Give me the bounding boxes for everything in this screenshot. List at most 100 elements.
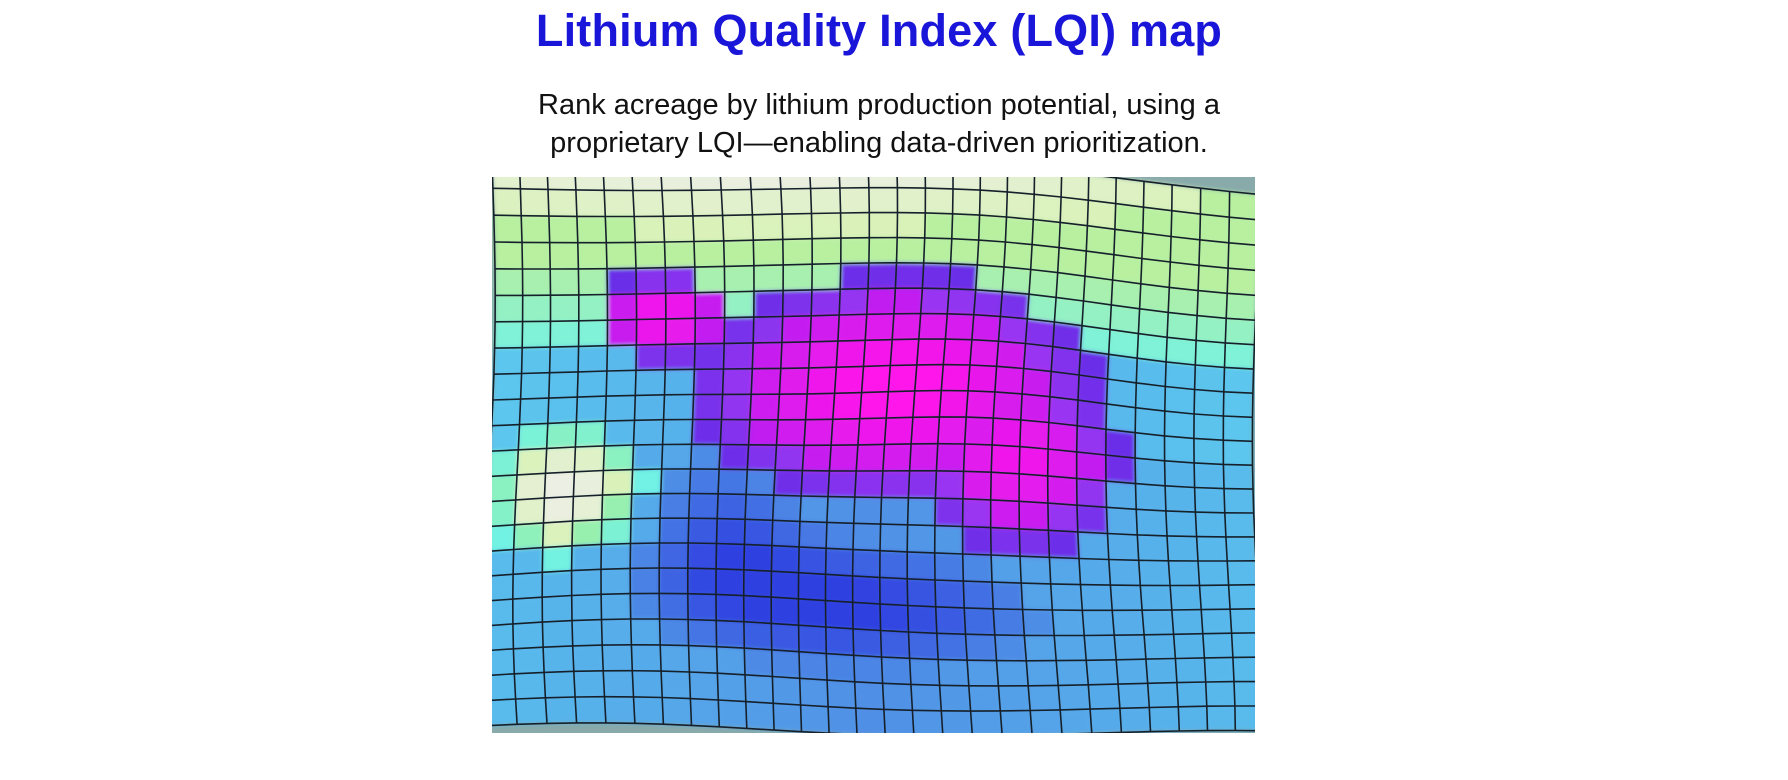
lqi-grid-cell (1079, 558, 1111, 586)
lqi-grid-cell (692, 215, 724, 242)
lqi-grid-cell (800, 705, 830, 733)
lqi-grid-cell (1135, 432, 1165, 461)
lqi-grid-cell (722, 368, 753, 395)
lqi-grid-cell (522, 321, 551, 348)
lqi-grid-cell (572, 619, 603, 646)
lqi-grid-column-line (1018, 177, 1036, 733)
lqi-grid-cell (951, 213, 980, 241)
lqi-grid-cell (1049, 371, 1080, 401)
lqi-grid-cell (881, 657, 911, 685)
lqi-grid-cell (798, 625, 827, 654)
lqi-grid-cell (1030, 244, 1060, 273)
lqi-grid-cell (1140, 258, 1171, 288)
lqi-grid-cell (494, 242, 523, 269)
lqi-grid-cell (716, 646, 745, 675)
lqi-grid-cell (661, 177, 692, 191)
lqi-grid-cell (895, 262, 924, 289)
lqi-grid-cell (753, 290, 784, 318)
lqi-grid-row-line (493, 363, 1253, 394)
lqi-grid-cell (574, 445, 605, 472)
lqi-grid-cell (962, 498, 991, 528)
lqi-grid-cell (1230, 608, 1255, 634)
lqi-grid-cell (1028, 685, 1061, 711)
lqi-grid-row-line (492, 722, 1255, 733)
lqi-grid-cell (1005, 217, 1034, 245)
lqi-grid-cell (689, 468, 720, 494)
lqi-grid-cell (691, 419, 722, 445)
lqi-grid-cell (634, 394, 665, 421)
lqi-grid-cell (1106, 403, 1136, 433)
lqi-grid-cell (716, 518, 746, 545)
lqi-grid-cell (781, 315, 812, 343)
lqi-grid-column-line (1163, 184, 1181, 732)
lqi-grid-row-line (492, 669, 1255, 687)
lqi-grid-cell (980, 177, 1008, 192)
lqi-grid-cell (632, 444, 663, 470)
lqi-grid-lines (492, 177, 1255, 733)
lqi-grid-cell (1136, 358, 1167, 387)
lqi-grid-cell (522, 242, 551, 269)
lqi-grid-cell (1168, 287, 1199, 316)
lqi-grid-cell (1193, 414, 1224, 441)
lqi-grid-cell (1080, 325, 1110, 355)
lqi-grid-cell (603, 177, 633, 191)
lqi-grid-cell (1234, 681, 1255, 706)
lqi-grid-cell (492, 474, 517, 502)
lqi-grid-cell (572, 495, 603, 522)
lqi-grid-cell (688, 518, 718, 544)
lqi-grid-cell (1164, 460, 1195, 488)
lqi-grid-cell (633, 419, 664, 445)
lqi-grid-row-line (492, 517, 1255, 538)
lqi-grid-cell (724, 317, 754, 344)
lqi-grid-cell (1223, 464, 1253, 490)
lqi-grid-cell (605, 216, 636, 243)
lqi-grid-cell (805, 393, 835, 420)
lqi-grid-cell (660, 493, 690, 519)
lqi-grid-cell (630, 568, 660, 594)
lqi-grid-cell (578, 294, 608, 321)
lqi-grid-cell (810, 188, 841, 214)
lqi-grid-cell (1076, 478, 1107, 508)
lqi-grid-cell (892, 313, 921, 340)
lqi-grid-cell (865, 313, 894, 341)
lqi-grid-cell (1057, 247, 1087, 277)
lqi-grid-cell (1173, 633, 1205, 659)
lqi-grid-cell (631, 644, 662, 672)
lqi-grid-cell (659, 593, 689, 620)
lqi-grid-cell (519, 398, 549, 425)
lqi-grid-cell (779, 367, 809, 395)
lqi-grid-cell (964, 417, 994, 445)
lqi-grid-cell (801, 470, 830, 497)
lqi-grid-cell (576, 396, 607, 423)
lqi-grid-cell (825, 627, 854, 656)
lqi-grid-cell (659, 619, 689, 646)
lqi-grid-cell (690, 698, 720, 727)
lqi-grid-cell (799, 496, 828, 523)
lqi-grid-cell (521, 215, 550, 243)
lqi-grid-cell (772, 676, 801, 705)
lqi-grid-cell (601, 543, 631, 570)
lqi-grid-cell (632, 670, 663, 698)
lqi-grid-cell (548, 371, 579, 399)
lqi-grid-cell (882, 683, 913, 711)
lqi-grid-cell (492, 699, 518, 726)
lqi-grid-cell (743, 621, 772, 650)
lqi-grid-cell (547, 177, 576, 190)
lqi-grid-cell (520, 372, 550, 400)
lqi-grid-cell (630, 543, 660, 569)
lqi-grid-cell (1176, 682, 1207, 707)
lqi-grid-column-line (570, 177, 580, 723)
lqi-grid-column-line (742, 177, 755, 729)
lqi-grid-cell (513, 647, 545, 674)
lqi-grid-cell (952, 188, 981, 216)
lqi-grid-cell (882, 443, 912, 471)
lqi-grid-cell (837, 314, 867, 342)
lqi-grid-cell (747, 444, 777, 471)
lqi-grid-cell (811, 263, 841, 290)
lqi-grid-cell (935, 606, 966, 635)
lqi-grid-cell (665, 292, 696, 319)
lqi-grid-cell (717, 493, 747, 520)
lqi-grid-cell (863, 339, 893, 367)
lqi-grid-row-line (492, 643, 1255, 662)
lqi-grid-cell (1194, 487, 1225, 513)
